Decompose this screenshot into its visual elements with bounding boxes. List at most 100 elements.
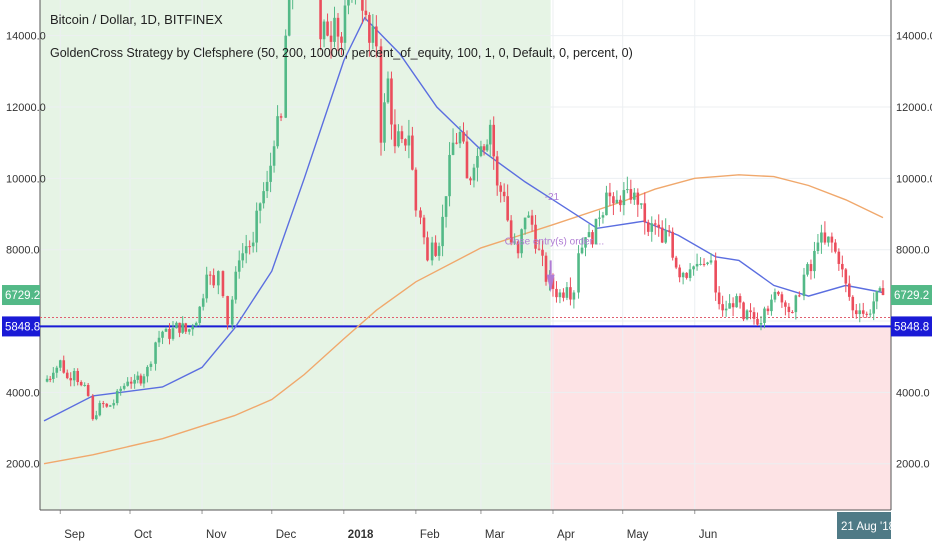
candle-body: [51, 372, 55, 379]
candle-body: [221, 271, 225, 297]
candle: [269, 152, 272, 193]
candle: [472, 163, 476, 188]
candle: [830, 232, 834, 253]
candle: [615, 190, 619, 204]
candle-body: [94, 415, 98, 420]
candle-body: [848, 283, 851, 297]
candle: [787, 303, 791, 318]
candle-body: [83, 384, 86, 386]
candle: [79, 380, 83, 387]
candle-body: [465, 141, 469, 179]
candle-body: [692, 266, 695, 270]
candle: [322, 19, 326, 48]
candle-body: [108, 405, 112, 407]
candle: [319, 0, 322, 51]
candle: [333, 6, 336, 48]
candle: [451, 128, 455, 156]
candle: [646, 219, 650, 237]
candle-body: [681, 272, 685, 278]
candle: [126, 377, 129, 387]
candle-body: [226, 296, 229, 325]
candle-body: [646, 222, 650, 232]
close-order-arrow: [546, 274, 555, 293]
candle: [527, 211, 530, 218]
candle: [851, 295, 855, 318]
candle-body: [269, 165, 272, 182]
candle: [58, 359, 62, 372]
candle: [685, 272, 688, 280]
candle: [633, 187, 636, 205]
candle: [622, 182, 626, 216]
candle: [112, 399, 116, 409]
candle: [520, 228, 523, 258]
strategy-legend[interactable]: GoldenCross Strategy by Clefsphere (50, …: [50, 46, 633, 60]
candle-body: [340, 36, 343, 43]
candle: [777, 290, 780, 297]
candle-body: [608, 192, 612, 197]
candle: [636, 188, 640, 217]
candle-body: [390, 78, 393, 125]
candle-body: [594, 218, 598, 245]
candle: [142, 373, 146, 388]
candle: [791, 310, 794, 314]
candle: [69, 372, 73, 387]
candle-body: [565, 287, 569, 298]
candle: [94, 410, 98, 421]
candle-body: [115, 390, 119, 404]
candle-body: [629, 189, 633, 200]
candle: [657, 214, 661, 237]
candle-body: [208, 274, 212, 276]
candle-body: [379, 46, 383, 143]
candle: [626, 176, 629, 194]
candle: [146, 365, 149, 383]
candle-body: [653, 223, 657, 225]
candle: [171, 321, 175, 341]
candle: [226, 295, 229, 330]
candle-body: [187, 329, 191, 332]
candle: [770, 294, 773, 316]
candle: [184, 322, 188, 335]
candle-body: [527, 215, 530, 218]
candle-body: [636, 192, 640, 205]
candle-body: [126, 381, 129, 386]
candle: [482, 143, 486, 156]
candle: [608, 182, 612, 206]
candle: [492, 116, 496, 170]
candle: [667, 224, 671, 237]
candle: [329, 21, 333, 59]
candle-body: [422, 217, 426, 238]
candle: [816, 233, 820, 255]
candle: [577, 245, 580, 299]
candle-body: [482, 146, 486, 151]
candle-body: [426, 237, 429, 261]
candle-body: [469, 178, 472, 181]
candle-body: [643, 203, 647, 223]
candle-body: [551, 277, 555, 289]
candle: [766, 305, 770, 315]
candle-body: [476, 155, 479, 168]
candle: [544, 252, 548, 286]
candle-body: [577, 253, 580, 293]
candle-body: [112, 403, 116, 406]
candle-body: [858, 310, 862, 315]
candle: [234, 266, 238, 304]
candle: [773, 288, 777, 303]
candle-body: [763, 308, 766, 323]
candle-body: [455, 142, 458, 144]
candle: [86, 382, 90, 397]
candle-body: [375, 26, 378, 47]
y-tick-label-right: 4000.0: [896, 387, 930, 399]
candle-body: [164, 328, 168, 332]
candle: [643, 192, 647, 235]
candle: [65, 369, 69, 380]
candle-body: [149, 363, 153, 367]
candle: [51, 367, 55, 383]
candle-body: [244, 246, 248, 254]
candle-body: [119, 388, 122, 391]
candle-body: [248, 246, 251, 248]
candle: [251, 231, 255, 253]
candle-body: [448, 154, 451, 197]
candle-body: [404, 139, 407, 146]
candle-body: [287, 0, 291, 36]
